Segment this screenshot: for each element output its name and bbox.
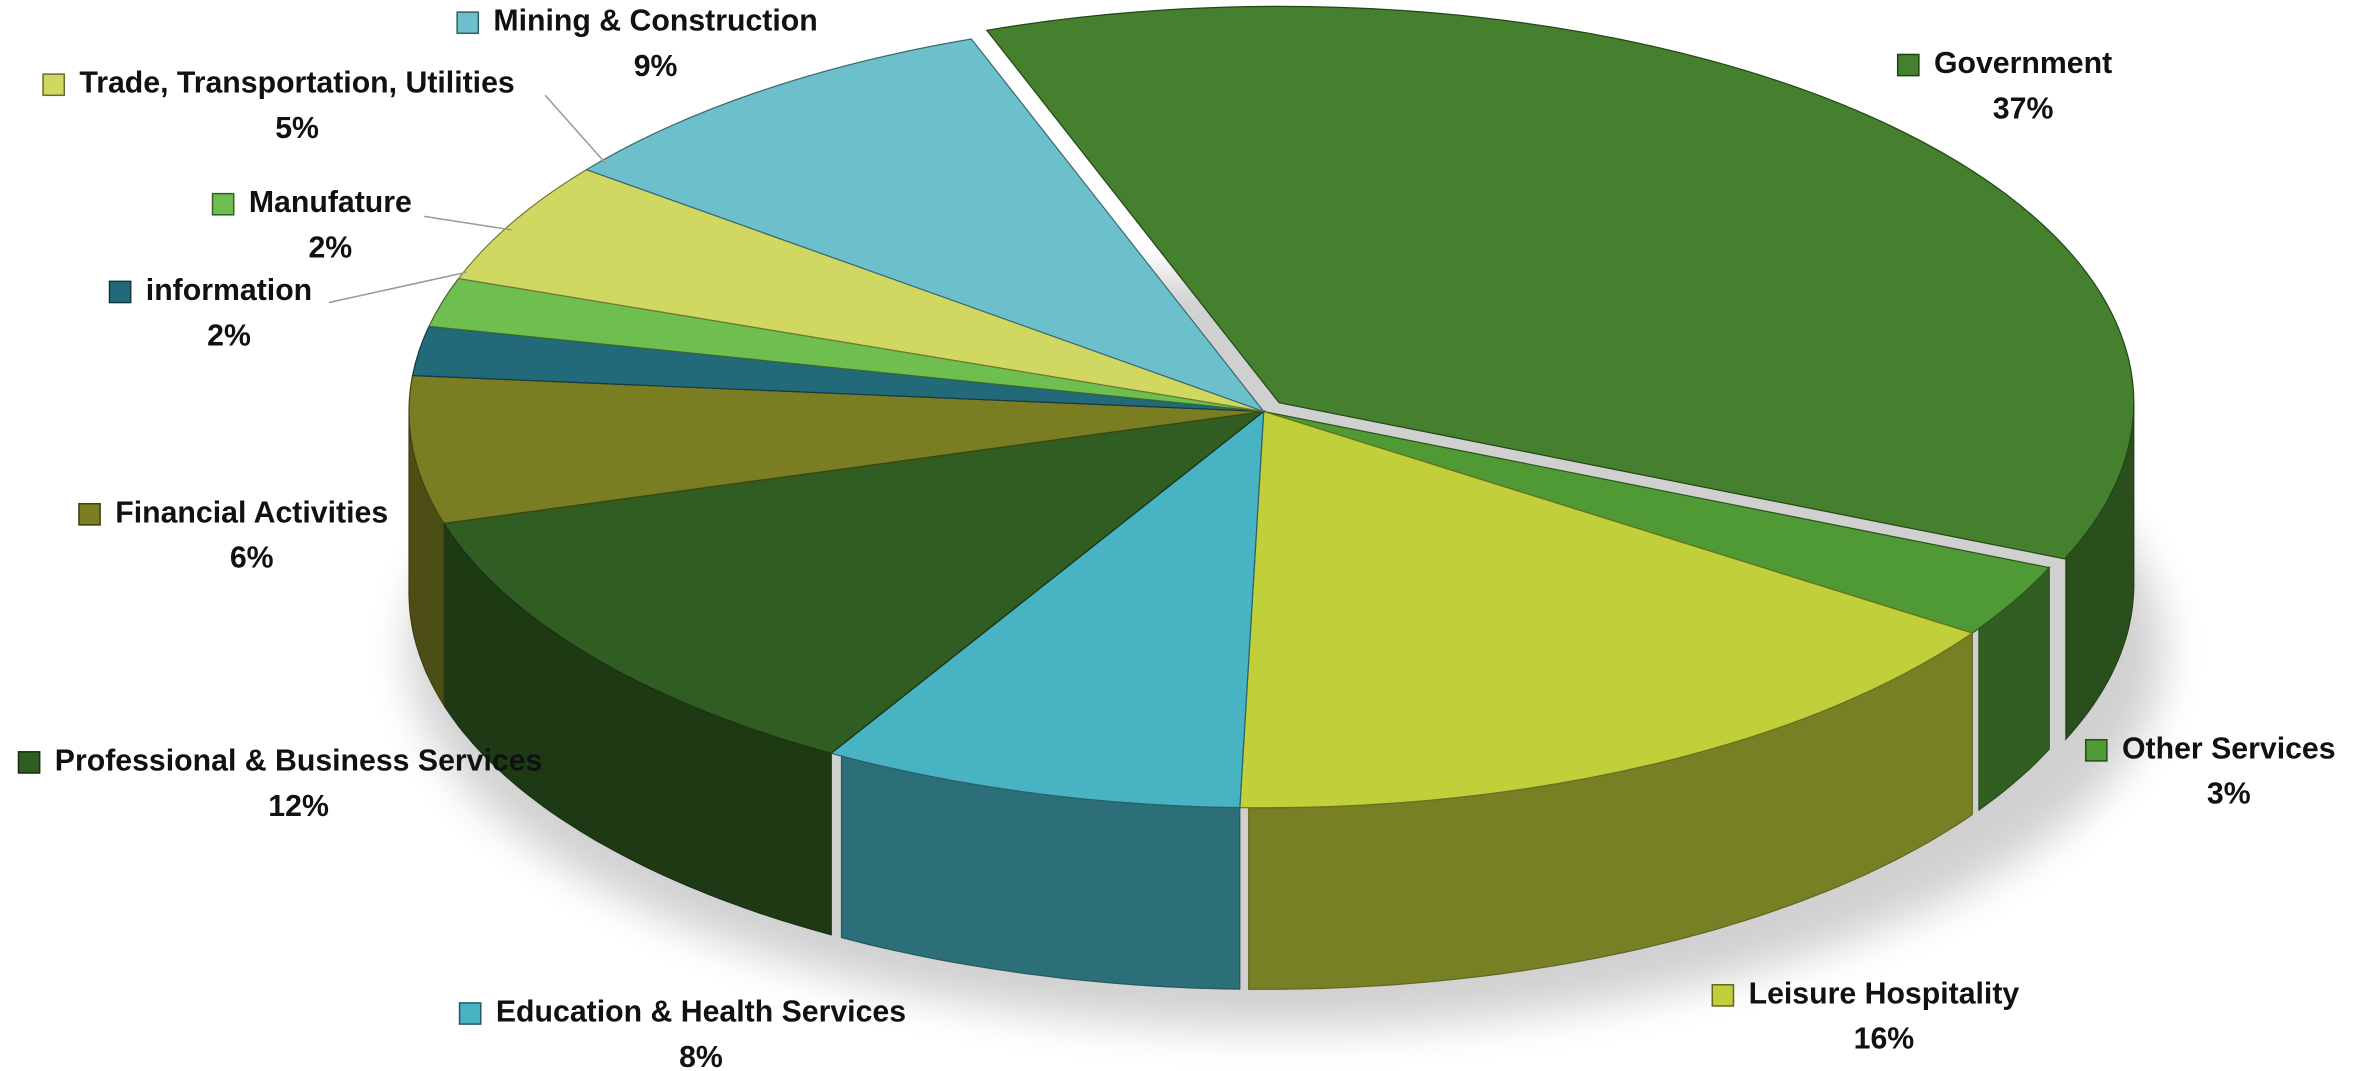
value-label: 3% — [2207, 778, 2251, 811]
value-label: 8% — [679, 1041, 723, 1071]
legend-marker — [78, 502, 101, 526]
legend-marker — [458, 1002, 482, 1025]
value-label: 37% — [1993, 92, 2054, 125]
value-label: 9% — [634, 50, 678, 83]
slice-label: Leisure Hospitality — [1749, 977, 2020, 1010]
slice — [585, 38, 1266, 413]
legend-marker — [1896, 53, 1920, 77]
slice-label: Other Services — [2122, 732, 2336, 765]
slice — [408, 374, 1264, 525]
slice-label: Education & Health Services — [496, 996, 906, 1029]
value-label: 5% — [275, 112, 319, 145]
value-label: 6% — [230, 542, 274, 575]
value-label: 12% — [268, 790, 329, 823]
slice-label: Financial Activities — [115, 496, 388, 529]
slice-label: Professional & Business Services — [55, 744, 543, 777]
leader-line — [328, 271, 467, 304]
slice — [457, 168, 1264, 413]
legend-marker — [211, 192, 235, 216]
slice — [1239, 410, 1974, 809]
slices — [408, 5, 2135, 809]
slice — [829, 410, 1265, 809]
value-label: 2% — [207, 319, 251, 352]
legend-marker — [42, 73, 66, 97]
legend-marker — [2084, 738, 2108, 762]
slice-label: Mining & Construction — [493, 5, 817, 38]
leader-line — [544, 94, 607, 164]
slice-label: Trade, Transportation, Utilities — [79, 67, 514, 100]
slice-label: Manufature — [249, 186, 412, 219]
slice — [985, 5, 2135, 560]
value-label: 2% — [308, 232, 352, 265]
value-label: 16% — [1854, 1023, 1915, 1056]
legend-marker — [108, 280, 132, 304]
slice-label: Government — [1934, 47, 2112, 80]
legend-marker — [1711, 984, 1735, 1007]
slice-label: information — [146, 274, 312, 307]
slice — [442, 410, 1266, 754]
legend-marker — [456, 11, 480, 35]
leader-line — [424, 215, 512, 231]
legend-marker — [17, 751, 41, 774]
